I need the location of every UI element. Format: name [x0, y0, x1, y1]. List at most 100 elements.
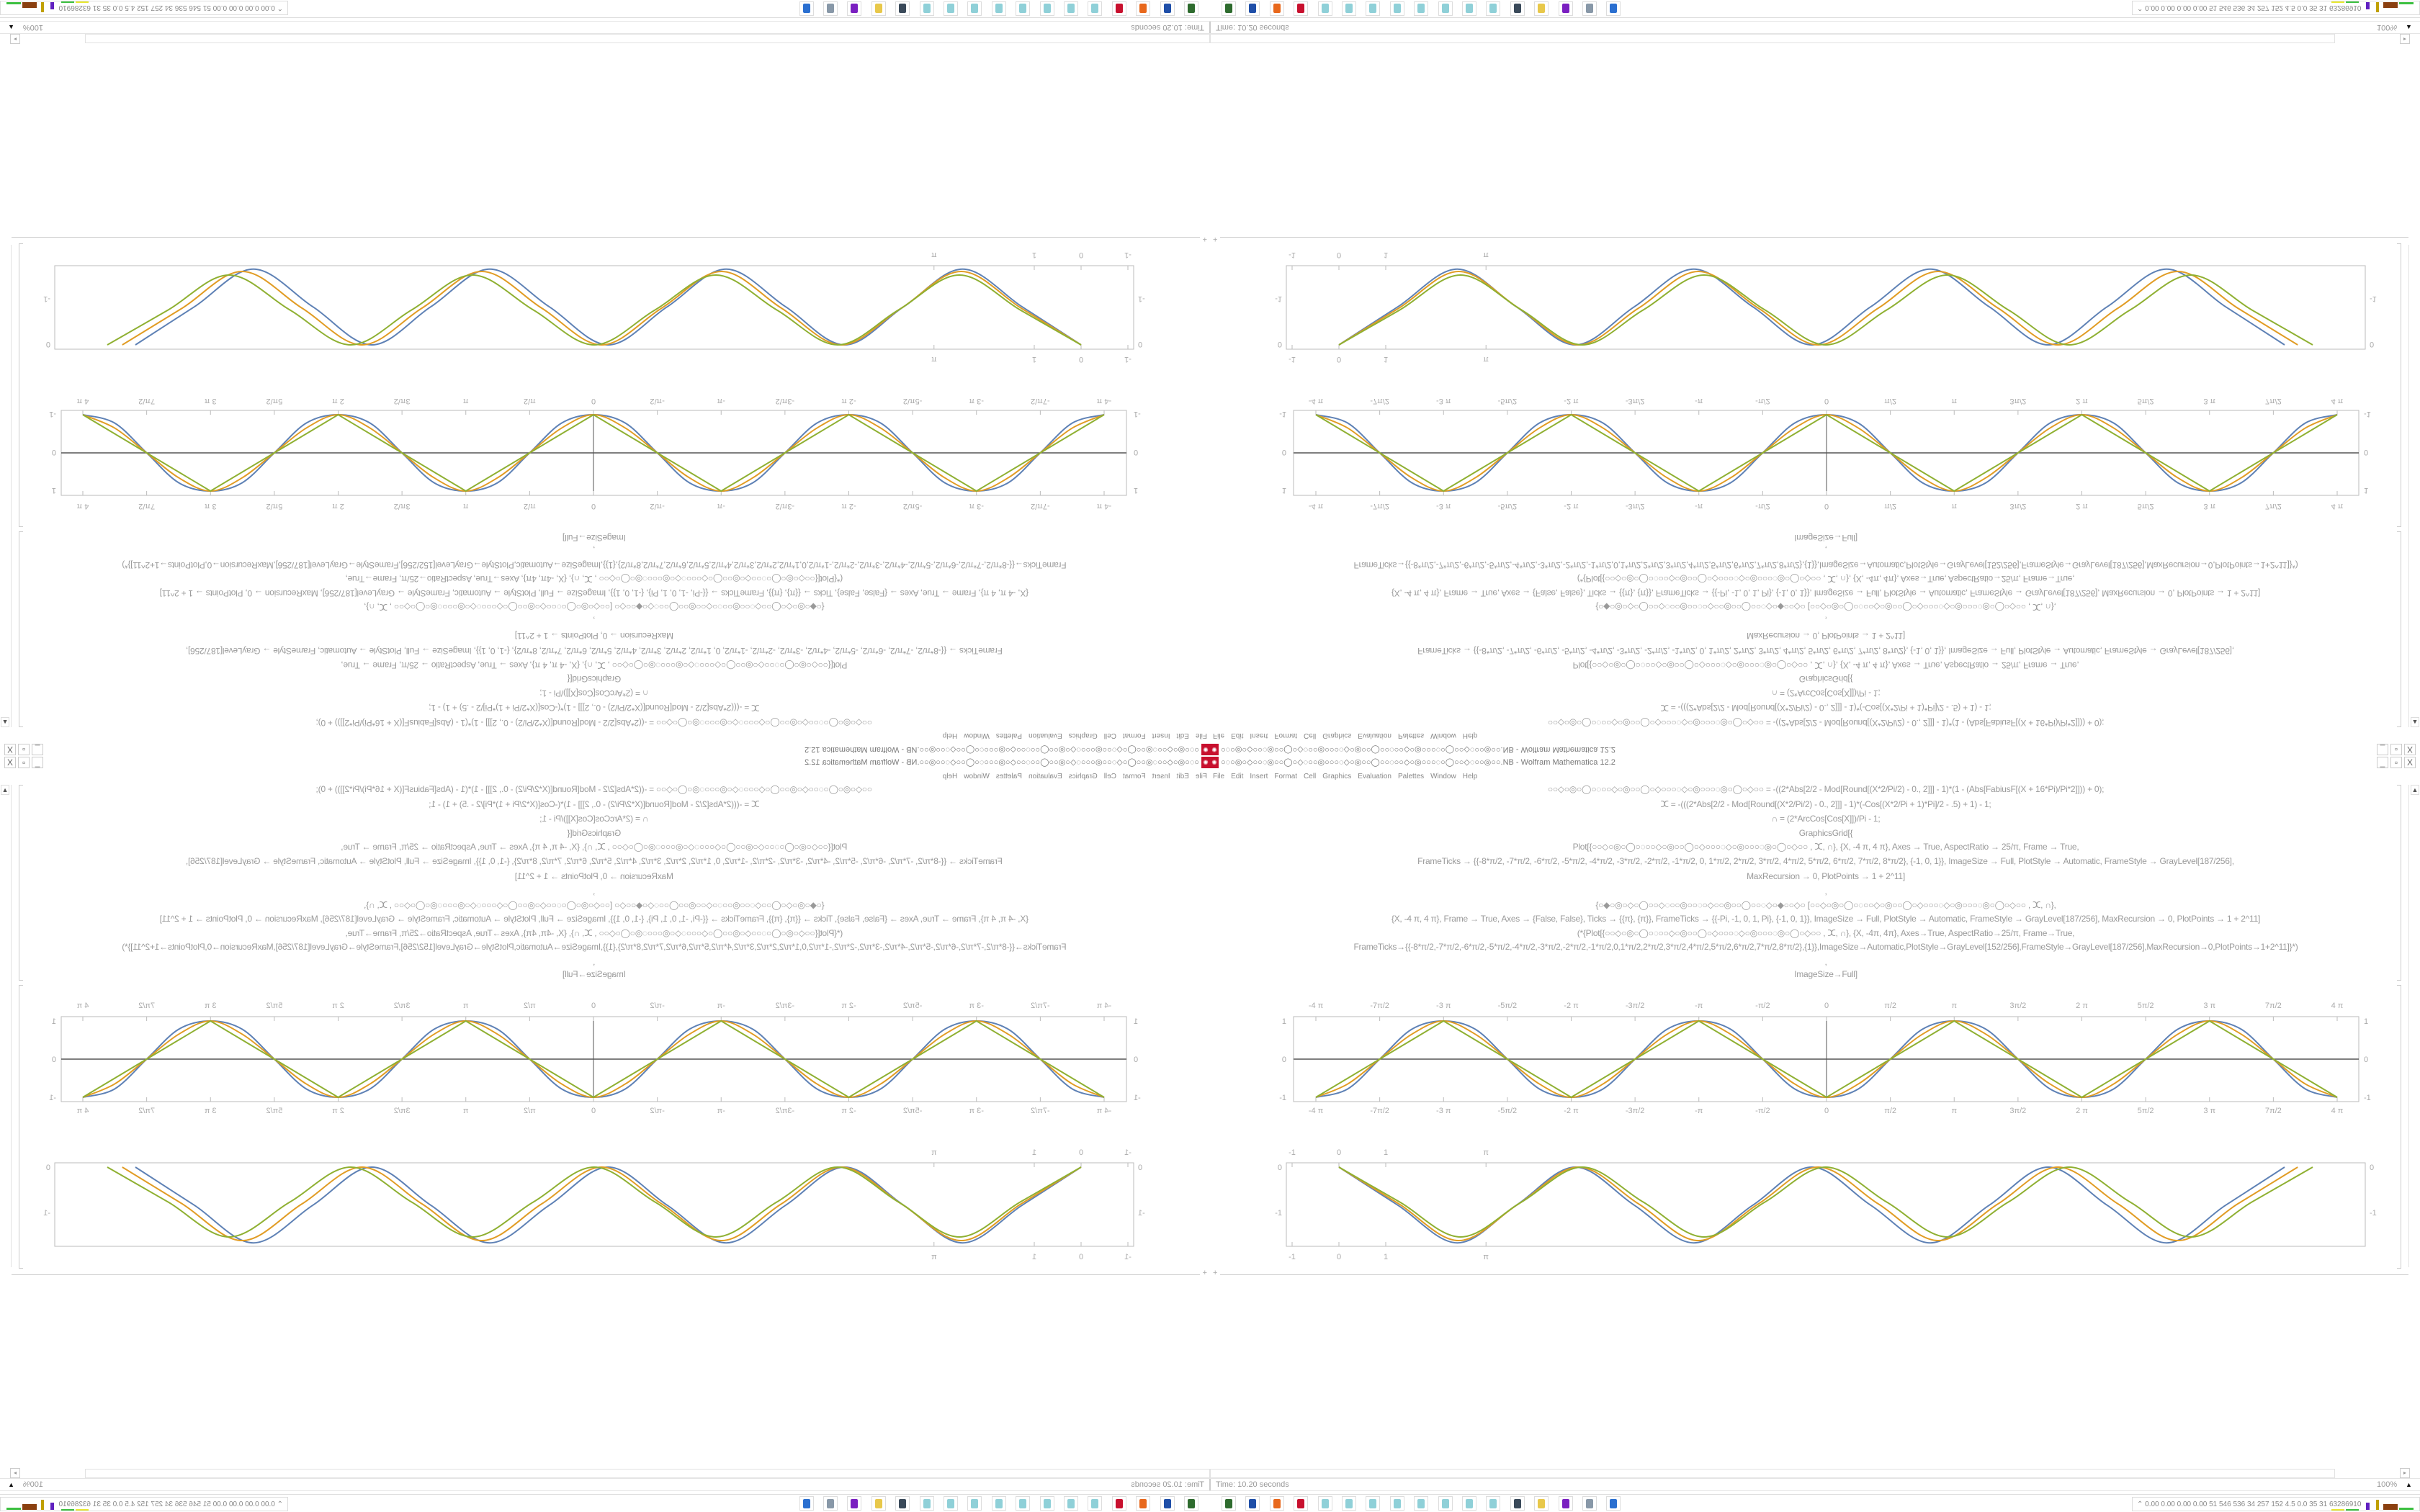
document-icon[interactable] [919, 1, 934, 16]
cell-insertion-line[interactable] [1220, 237, 2408, 238]
mathematica-icon[interactable] [1294, 1, 1309, 16]
zoom-level[interactable]: 100% [22, 1480, 43, 1489]
maximize-button[interactable]: ▫ [2390, 757, 2402, 768]
scroll-up-icon[interactable]: ▲ [2411, 785, 2419, 795]
code-line[interactable]: ⵋ = -(((2*Abs[2/2 - Mod[Round[(X*2/Pi/2)… [429, 799, 760, 809]
document-icon[interactable] [1039, 1, 1054, 16]
mathematica-icon[interactable] [1111, 1496, 1126, 1511]
storage-icon[interactable] [823, 1496, 838, 1511]
menu-file[interactable]: File [1195, 732, 1207, 739]
minimize-button[interactable]: _ [32, 757, 43, 768]
minimize-button[interactable]: _ [2377, 744, 2388, 755]
document-icon[interactable] [1389, 1496, 1404, 1511]
close-button[interactable]: X [2404, 744, 2416, 755]
document-icon[interactable] [1462, 1, 1476, 16]
add-cell-icon[interactable]: + [1202, 1269, 1207, 1277]
system-tray[interactable]: ⌃ 0.00 0.00 0.00 0.00 51 546 536 34 257 … [2132, 1497, 2420, 1511]
note-icon[interactable] [1534, 1496, 1549, 1511]
code-line[interactable]: ⵋ = -(((2*Abs[2/2 - Mod[Round[(X*2/Pi/2)… [1660, 799, 1991, 809]
document-icon[interactable] [1486, 1, 1501, 16]
system-tray[interactable]: ⌃ 0.00 0.00 0.00 0.00 51 546 536 34 257 … [0, 1497, 288, 1511]
code-line[interactable]: ImageSize→Full] [1794, 969, 1857, 979]
menu-window[interactable]: Window [1430, 773, 1456, 780]
code-line[interactable]: MaxRecursion → 0, PlotPoints → 1 + 2^11] [1747, 631, 1905, 641]
menu-evaluation[interactable]: Evaluation [1358, 773, 1392, 780]
code-line[interactable]: (*{Plot[{○○◇○◎○◯○◌○○◇○◎○○◯○◇○○○◌◇○◎○○○◌◎… [345, 928, 843, 938]
menu-insert[interactable]: Insert [1152, 732, 1170, 739]
code-line[interactable]: (*{Plot[{○○◇○◎○◯○◌○○◇○◎○○◯○◇○○○◌◇○◎○○○◌◎… [1577, 574, 2075, 584]
mathematica-icon[interactable] [1111, 1, 1126, 16]
code-line[interactable]: ○○◇○◎○◯○◌○○◇○◎○○◯○◇○○○◌◇○◎○○○◌◎○◯○◇○○ = … [315, 718, 873, 728]
menu-palettes[interactable]: Palettes [1398, 773, 1425, 780]
code-line[interactable]: {○◆○◎○◇○◯○○◇◌○○◎○○◌○◇○○◎○○◯○○◌◇○◆○○◇○ [○… [1595, 900, 2056, 910]
maximize-button[interactable]: ▫ [18, 757, 30, 768]
scroll-right-icon[interactable]: ▸ [2400, 34, 2410, 44]
code-line[interactable]: FrameTicks → {{-8*π/2, -7*π/2, -6*π/2, -… [1417, 856, 2234, 866]
menu-insert[interactable]: Insert [1152, 773, 1170, 780]
code-line[interactable]: , [1824, 616, 1827, 626]
window-icon[interactable] [1606, 1, 1621, 16]
input-cell-bracket[interactable] [2397, 785, 2401, 981]
zoom-level[interactable]: 100% [22, 23, 43, 32]
input-cell-bracket[interactable] [19, 531, 23, 727]
menu-edit[interactable]: Edit [1176, 732, 1189, 739]
code-line[interactable]: (*{Plot[{○○◇○◎○◯○◌○○◇○◎○○◯○◇○○○◌◇○◎○○○◌◎… [345, 574, 843, 584]
code-line[interactable]: GraphicsGrid[{ [1798, 828, 1853, 838]
code-line[interactable]: FrameTicks→{{-8*π/2,-7*π/2,-6*π/2,-5*π/2… [122, 560, 1067, 570]
code-line[interactable]: ImageSize→Full] [563, 969, 626, 979]
cell-insertion-line[interactable] [1220, 1274, 2408, 1275]
menu-insert[interactable]: Insert [1250, 732, 1268, 739]
zoom-level[interactable]: 100% [2377, 23, 2398, 32]
menu-edit[interactable]: Edit [1231, 732, 1244, 739]
menu-graphics[interactable]: Graphics [1068, 773, 1098, 780]
code-line[interactable]: Plot[{○○◇○◎○◯○◌○○◇○◎○○◯○◇○○○◌◇○◎○○○◌◎○◯○… [1572, 660, 2079, 670]
note-icon[interactable] [1534, 1, 1549, 16]
note-icon[interactable] [871, 1, 886, 16]
menu-graphics[interactable]: Graphics [1322, 773, 1352, 780]
horizontal-scrollbar[interactable] [85, 1469, 1210, 1478]
menu-cell[interactable]: Cell [1304, 773, 1317, 780]
add-cell-icon[interactable]: + [1213, 1269, 1218, 1277]
maximize-button[interactable]: ▫ [18, 744, 30, 755]
firefox-icon[interactable] [1269, 1496, 1284, 1511]
menu-window[interactable]: Window [1430, 732, 1456, 739]
document-icon[interactable] [944, 1496, 958, 1511]
system-tray[interactable]: ⌃ 0.00 0.00 0.00 0.00 51 546 536 34 257 … [2132, 1, 2420, 15]
menu-help[interactable]: Help [942, 773, 958, 780]
vertical-scrollbar[interactable]: ▲ [2408, 785, 2419, 1267]
terminal-app-icon[interactable] [1222, 1, 1236, 16]
code-line[interactable]: GraphicsGrid[{ [1798, 674, 1853, 684]
storage-icon[interactable] [823, 1, 838, 16]
menu-window[interactable]: Window [964, 732, 990, 739]
code-line[interactable]: , [593, 545, 596, 555]
maximize-button[interactable]: ▫ [2390, 744, 2402, 755]
menu-format[interactable]: Format [1122, 732, 1146, 739]
note-icon[interactable] [871, 1496, 886, 1511]
cell-insertion-line[interactable] [12, 237, 1200, 238]
storage-icon[interactable] [1582, 1, 1597, 16]
document-icon[interactable] [1064, 1, 1078, 16]
document-icon[interactable] [1088, 1496, 1103, 1511]
document-icon[interactable] [1088, 1, 1103, 16]
code-line[interactable]: MaxRecursion → 0, PlotPoints → 1 + 2^11] [515, 871, 673, 881]
document-icon[interactable] [991, 1, 1006, 16]
menu-evaluation[interactable]: Evaluation [1358, 732, 1392, 739]
document-icon[interactable] [1342, 1, 1356, 16]
document-icon[interactable] [1438, 1496, 1453, 1511]
menu-window[interactable]: Window [964, 773, 990, 780]
code-line[interactable]: {○◆○◎○◇○◯○○◇◌○○◎○○◌○◇○○◎○○◯○○◌◇○◆○○◇○ [○… [1595, 602, 2056, 612]
code-line[interactable]: ∩ = (2*ArcCos[Cos[X]])/Pi - 1; [1771, 814, 1881, 824]
save-disk-icon[interactable] [1160, 1, 1175, 16]
document-icon[interactable] [1462, 1496, 1476, 1511]
code-line[interactable]: {○◆○◎○◇○◯○○◇◌○○◎○○◌○◇○○◎○○◯○○◌◇○◆○○◇○ [○… [364, 900, 825, 910]
phone-icon[interactable] [895, 1496, 910, 1511]
code-line[interactable]: , [1824, 886, 1827, 896]
triangle-up-icon[interactable]: ▲ [8, 1481, 14, 1488]
code-line[interactable]: , [1824, 957, 1827, 967]
window-icon[interactable] [799, 1, 814, 16]
menu-palettes[interactable]: Palettes [1398, 732, 1425, 739]
terminal-app-icon[interactable] [1222, 1496, 1236, 1511]
firefox-icon[interactable] [1136, 1, 1151, 16]
code-line[interactable]: GraphicsGrid[{ [567, 674, 622, 684]
code-line[interactable]: GraphicsGrid[{ [567, 828, 622, 838]
